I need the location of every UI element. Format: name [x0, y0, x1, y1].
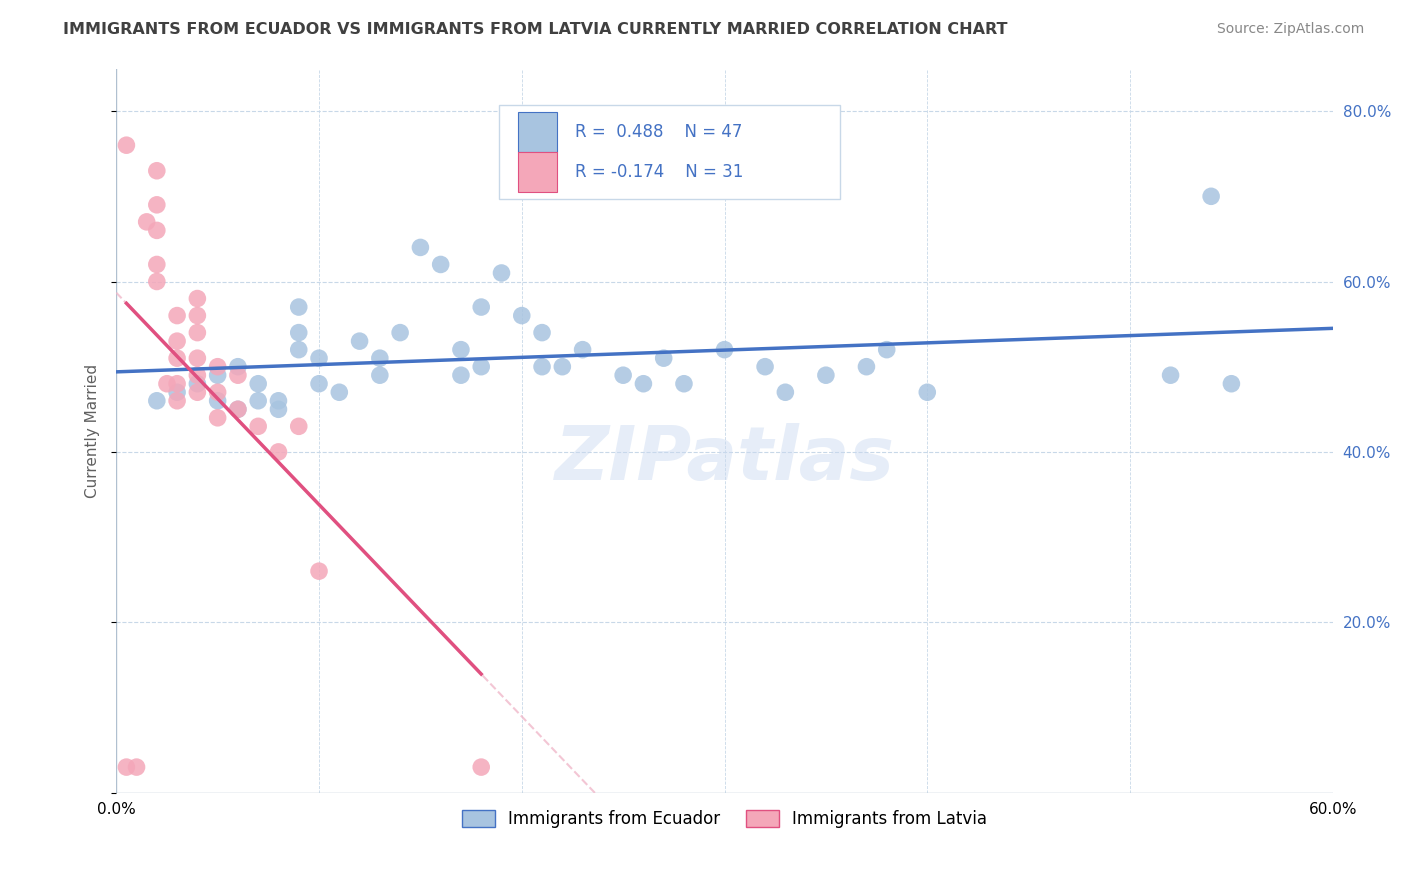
Point [571, 343, 593, 357]
Point [207, 385, 229, 400]
Point [186, 309, 208, 323]
Point [855, 359, 877, 374]
Point [368, 368, 391, 383]
Point [166, 376, 188, 391]
Point [308, 564, 330, 578]
Point [226, 402, 249, 417]
Point [146, 198, 169, 212]
Point [633, 376, 655, 391]
Text: R = -0.174    N = 31: R = -0.174 N = 31 [575, 162, 744, 181]
Point [146, 393, 169, 408]
Point [612, 368, 634, 383]
FancyBboxPatch shape [499, 104, 841, 199]
Point [146, 223, 169, 237]
Point [267, 402, 290, 417]
Point [672, 376, 695, 391]
Point [652, 351, 675, 366]
Point [247, 393, 270, 408]
Point [308, 351, 330, 366]
Point [510, 309, 533, 323]
Point [166, 334, 188, 348]
Point [368, 351, 391, 366]
Point [186, 376, 208, 391]
Point [166, 385, 188, 400]
Y-axis label: Currently Married: Currently Married [86, 364, 100, 498]
Point [470, 300, 492, 314]
Point [226, 402, 249, 417]
Point [287, 343, 309, 357]
Point [186, 351, 208, 366]
Point [207, 393, 229, 408]
Point [389, 326, 412, 340]
Point [166, 309, 188, 323]
Point [1220, 376, 1243, 391]
Point [349, 334, 371, 348]
Point [754, 359, 776, 374]
Point [115, 760, 138, 774]
Point [247, 419, 270, 434]
Text: Source: ZipAtlas.com: Source: ZipAtlas.com [1216, 22, 1364, 37]
Point [308, 376, 330, 391]
Point [156, 376, 179, 391]
Point [186, 368, 208, 383]
Point [186, 292, 208, 306]
Point [531, 359, 554, 374]
Point [115, 138, 138, 153]
Point [207, 368, 229, 383]
Point [186, 326, 208, 340]
Point [1160, 368, 1182, 383]
Point [226, 359, 249, 374]
Point [186, 385, 208, 400]
Point [429, 257, 451, 271]
Point [247, 376, 270, 391]
Point [491, 266, 513, 280]
Point [135, 215, 157, 229]
Point [470, 760, 492, 774]
Point [713, 343, 735, 357]
Point [166, 393, 188, 408]
Point [125, 760, 148, 774]
Point [226, 368, 249, 383]
Point [146, 163, 169, 178]
FancyBboxPatch shape [517, 152, 557, 192]
Point [551, 359, 574, 374]
Point [146, 275, 169, 289]
Point [207, 359, 229, 374]
Point [267, 393, 290, 408]
FancyBboxPatch shape [517, 112, 557, 152]
Text: IMMIGRANTS FROM ECUADOR VS IMMIGRANTS FROM LATVIA CURRENTLY MARRIED CORRELATION : IMMIGRANTS FROM ECUADOR VS IMMIGRANTS FR… [63, 22, 1008, 37]
Point [287, 300, 309, 314]
Point [814, 368, 837, 383]
Point [287, 326, 309, 340]
Point [531, 326, 554, 340]
Text: R =  0.488    N = 47: R = 0.488 N = 47 [575, 123, 742, 141]
Point [470, 359, 492, 374]
Legend: Immigrants from Ecuador, Immigrants from Latvia: Immigrants from Ecuador, Immigrants from… [456, 804, 994, 835]
Point [450, 368, 472, 383]
Text: ZIPatlas: ZIPatlas [554, 423, 894, 496]
Point [328, 385, 350, 400]
Point [450, 343, 472, 357]
Point [409, 240, 432, 254]
Point [287, 419, 309, 434]
Point [146, 257, 169, 271]
Point [207, 410, 229, 425]
Point [876, 343, 898, 357]
Point [267, 445, 290, 459]
Point [166, 351, 188, 366]
Point [1199, 189, 1222, 203]
Point [775, 385, 797, 400]
Point [917, 385, 939, 400]
